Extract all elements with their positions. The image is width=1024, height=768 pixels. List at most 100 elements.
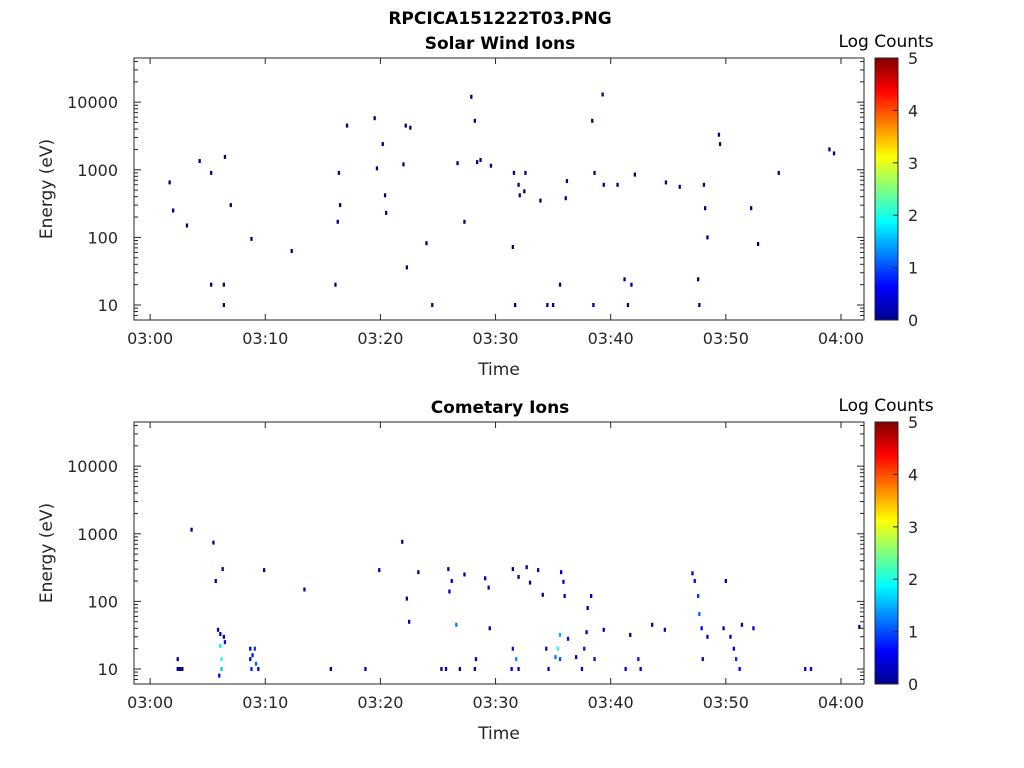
cometary-data-cell — [651, 622, 654, 627]
cometary-data-cell — [583, 646, 586, 651]
solar-wind-data-cell — [334, 282, 337, 287]
cometary-data-cell — [190, 527, 193, 532]
cometary-data-cell — [176, 657, 179, 662]
solar-wind-data-cell — [706, 235, 709, 240]
solar-wind-data-cell — [290, 249, 293, 253]
solar-wind-y-ticks: 10 100 1000 10000 — [67, 60, 864, 321]
solar-wind-data-cell — [168, 180, 171, 185]
cometary-data-cell — [586, 606, 589, 610]
solar-wind-y-tick-label: 100 — [87, 228, 118, 247]
solar-wind-x-ticks: 03:00 03:10 03:20 03:30 03:40 03:50 04:00 — [127, 58, 864, 348]
solar-wind-data-cell — [633, 172, 636, 177]
cometary-title: Cometary Ions — [431, 398, 570, 418]
solar-wind-data-cell — [210, 170, 213, 175]
solar-wind-data-cell — [718, 142, 722, 147]
cometary-data-cell — [691, 571, 694, 576]
cometary-data-cell — [700, 626, 703, 631]
cometary-data-cell — [693, 579, 696, 583]
solar-wind-data-cell — [425, 241, 428, 246]
solar-wind-data-cell — [229, 203, 232, 208]
cometary-data-cell — [484, 576, 487, 581]
solar-wind-panel: Solar Wind Ions 03:00 03:10 03:20 03:30 03:4… — [37, 32, 934, 380]
cometary-data-cell — [554, 655, 557, 660]
solar-wind-colorbar-tick-label: 0 — [908, 311, 918, 330]
cometary-data-cell — [566, 636, 570, 641]
cometary-data-cell — [809, 667, 813, 671]
cometary-y-label: Energy (eV) — [37, 503, 57, 603]
solar-wind-data-cell — [539, 198, 542, 203]
solar-wind-data-cell — [198, 159, 201, 163]
solar-wind-y-label: Energy (eV) — [37, 139, 57, 239]
cometary-data-cell — [858, 624, 861, 629]
cometary-data-cell — [440, 667, 443, 671]
cometary-data-cell — [541, 592, 544, 597]
cometary-x-label: Time — [477, 724, 520, 744]
cometary-y-tick-label: 100 — [87, 592, 118, 611]
cometary-data-cell — [250, 667, 253, 671]
cometary-data-cell — [214, 579, 217, 583]
solar-wind-data-cell — [383, 193, 387, 198]
cometary-data-cell — [752, 626, 755, 631]
cometary-data-cell — [706, 634, 709, 639]
cometary-data-cell — [804, 667, 807, 671]
solar-wind-colorbar-label: Log Counts — [838, 32, 933, 52]
solar-wind-data-cell — [381, 142, 384, 147]
solar-wind-y-tick-label: 10 — [98, 296, 118, 315]
cometary-colorbar-tick-label: 3 — [908, 518, 918, 537]
cometary-data-cell — [223, 640, 227, 645]
solar-wind-data-cell — [592, 303, 595, 307]
solar-wind-data-cell — [546, 303, 549, 307]
cometary-data-cell — [639, 667, 642, 671]
cometary-data-cell — [178, 667, 182, 671]
cometary-data-cell — [176, 667, 179, 671]
cometary-data-cell — [417, 570, 420, 575]
solar-wind-plot-area — [133, 57, 865, 321]
cometary-data-cell — [219, 643, 222, 648]
cometary-plot-area — [133, 421, 865, 685]
solar-wind-data-cell — [512, 170, 516, 175]
solar-wind-x-label: Time — [477, 360, 520, 380]
solar-wind-data-cell — [828, 147, 831, 152]
solar-wind-data-cell — [616, 182, 619, 187]
solar-wind-data-cell — [375, 166, 379, 171]
solar-wind-data-cell — [473, 118, 476, 123]
cometary-x-tick-label: 03:10 — [242, 693, 288, 712]
cometary-data-cell — [738, 667, 741, 671]
cometary-data-cell — [722, 626, 725, 631]
solar-wind-data-cell — [623, 277, 626, 282]
cometary-colorbar-label: Log Counts — [838, 396, 933, 416]
cometary-data-cell — [218, 673, 221, 678]
cometary-data-cell — [221, 567, 224, 572]
cometary-data-cell — [560, 570, 563, 575]
cometary-data-cell — [563, 594, 566, 598]
solar-wind-x-tick-label: 03:10 — [242, 329, 288, 348]
solar-wind-data-cell — [336, 219, 339, 224]
solar-wind-data-cell — [223, 154, 227, 159]
cometary-data-cell — [474, 657, 478, 662]
cometary-data-cell — [593, 657, 596, 662]
solar-wind-data-cell — [404, 123, 407, 128]
cometary-data-cell — [562, 579, 565, 584]
cometary-data-cell — [220, 667, 223, 671]
solar-wind-data-cell — [591, 118, 594, 123]
solar-wind-data-cell — [702, 182, 706, 187]
cometary-data-cell — [253, 646, 256, 651]
solar-wind-y-tick-label: 1000 — [77, 161, 118, 180]
cometary-data-cell — [254, 661, 258, 666]
cometary-data-cell — [488, 626, 491, 631]
solar-wind-data-cell — [698, 303, 701, 307]
solar-wind-data-cell — [630, 282, 633, 287]
cometary-data-cell — [698, 612, 701, 617]
cometary-data-cell — [558, 657, 562, 662]
solar-wind-x-tick-label: 03:20 — [357, 329, 403, 348]
solar-wind-colorbar-tick-label: 4 — [908, 101, 918, 120]
cometary-data-cell — [537, 568, 540, 573]
solar-wind-data-cell — [750, 206, 753, 211]
cometary-data-cell — [378, 568, 381, 573]
cometary-data-cell — [181, 667, 184, 671]
cometary-data-cell — [216, 627, 220, 632]
cometary-data-cell — [249, 646, 252, 651]
solar-wind-data-cell — [222, 282, 225, 287]
